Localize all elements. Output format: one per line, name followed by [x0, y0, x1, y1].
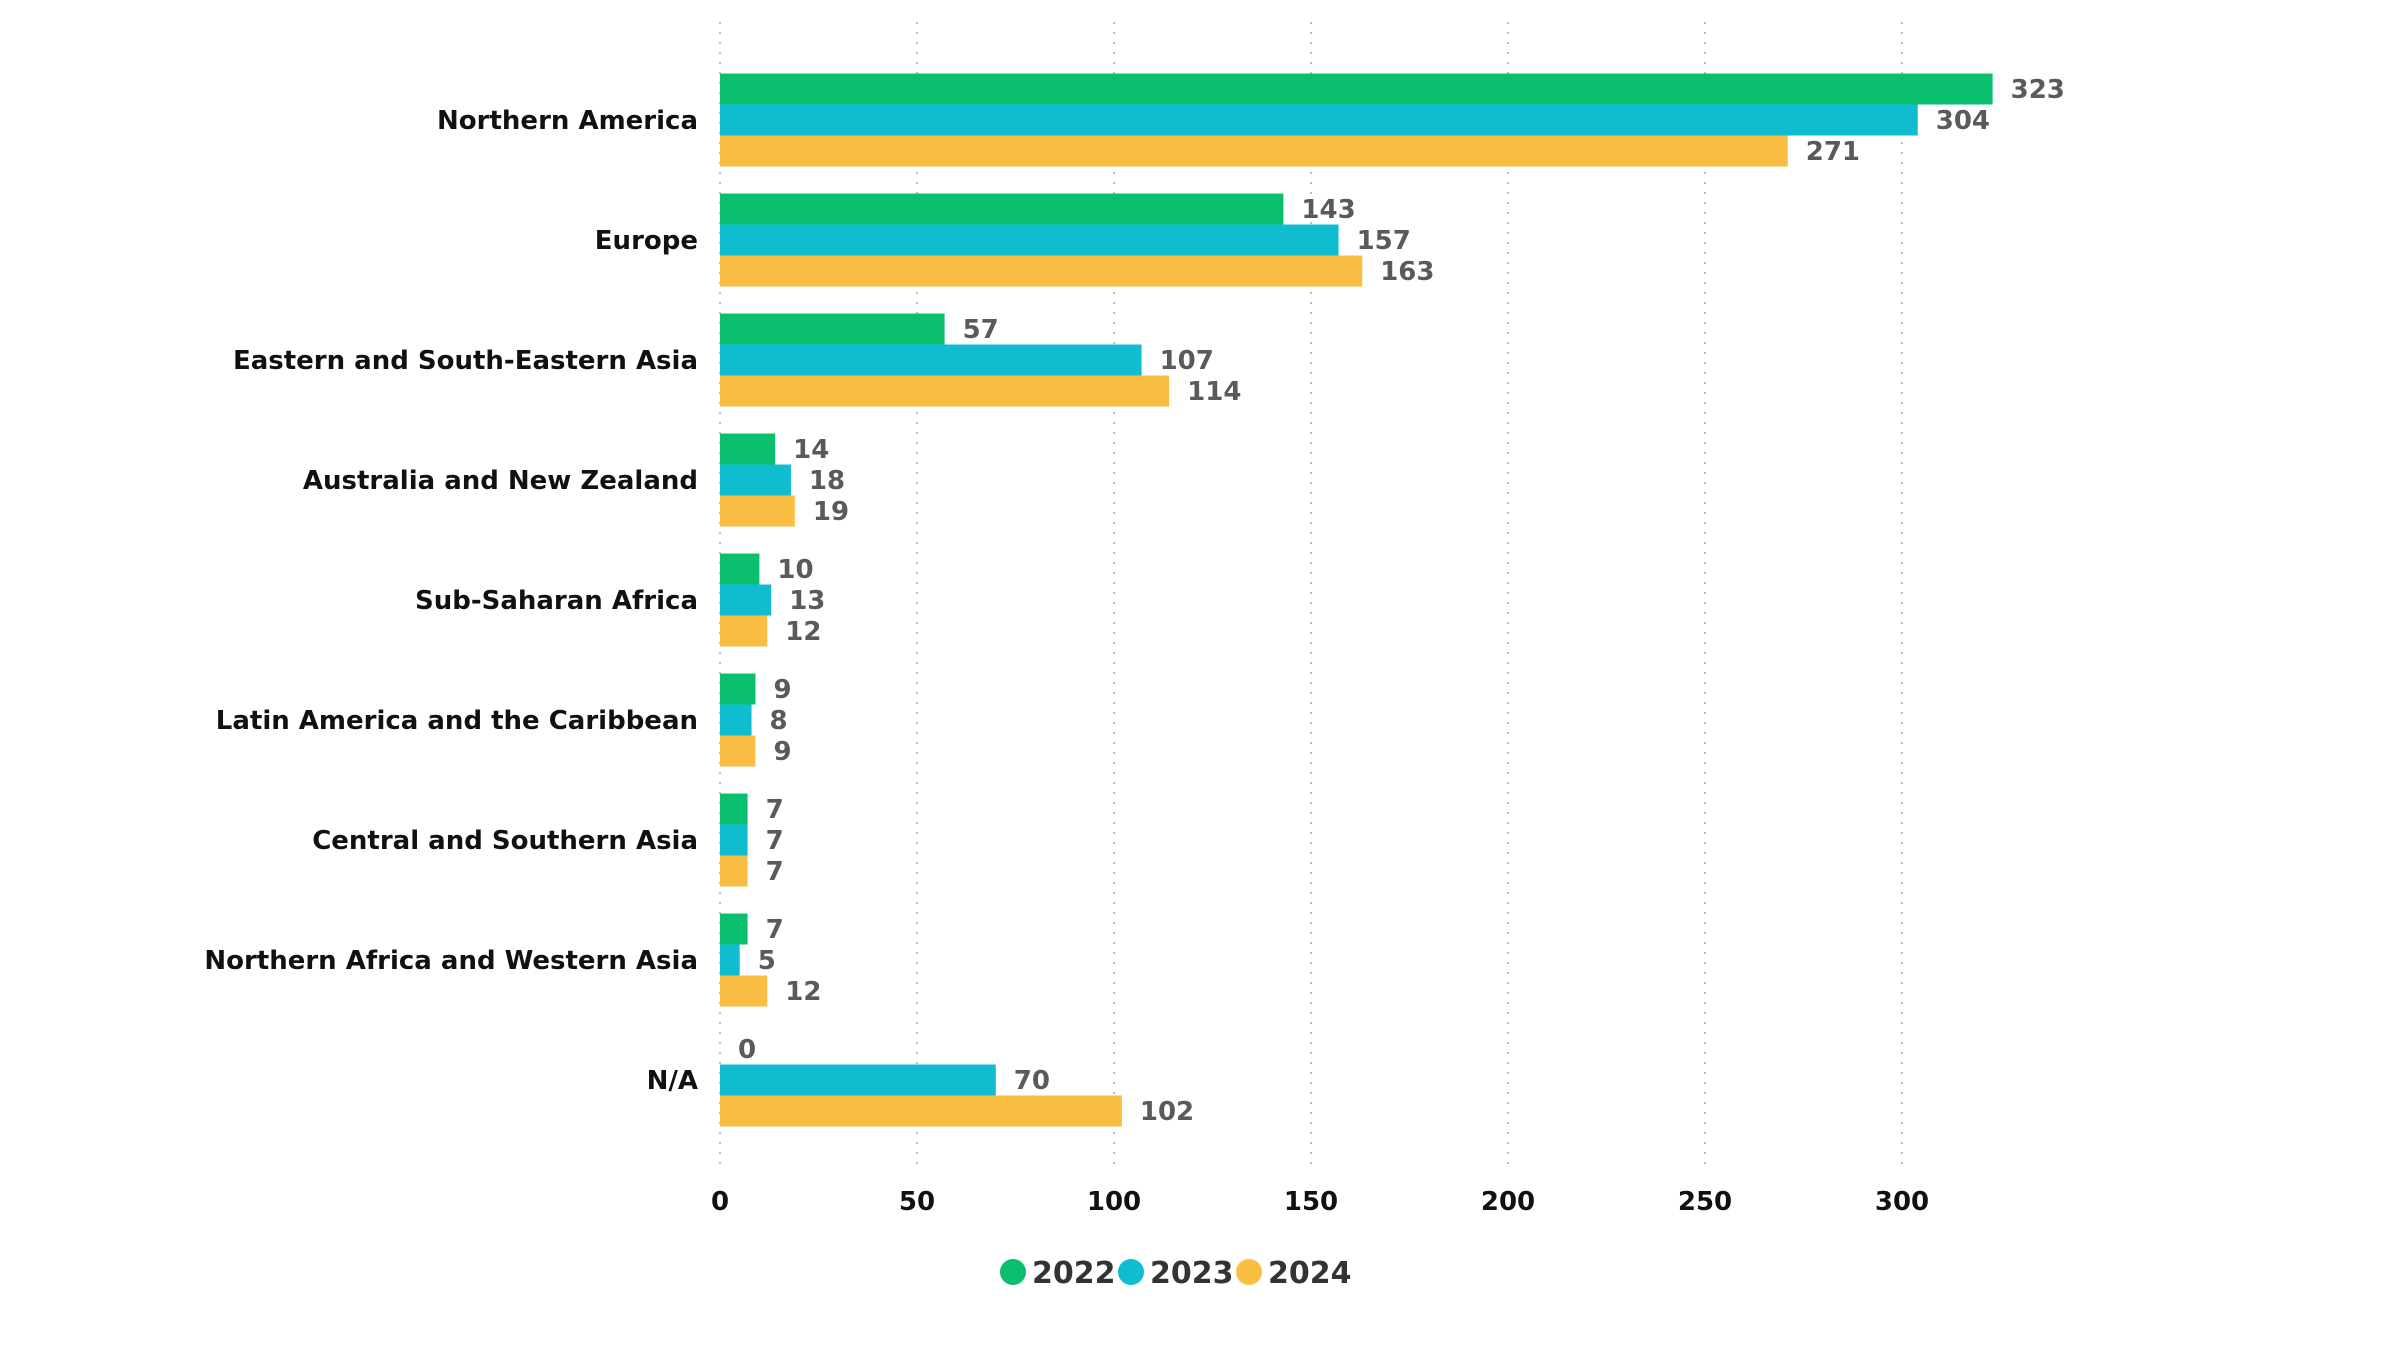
bar	[720, 255, 1363, 287]
category-label: Central and Southern Asia	[312, 826, 698, 856]
category-label: Eastern and South-Eastern Asia	[233, 346, 698, 376]
value-label: 107	[1160, 346, 1214, 376]
category-label: Sub-Saharan Africa	[415, 586, 698, 616]
bar	[720, 1095, 1122, 1127]
bar	[720, 944, 740, 976]
x-tick-label: 100	[1087, 1187, 1141, 1217]
x-tick-label: 250	[1678, 1187, 1732, 1217]
value-label: 12	[785, 977, 821, 1007]
legend-marker	[1118, 1259, 1144, 1285]
legend-label: 2024	[1268, 1256, 1352, 1291]
bar	[720, 375, 1170, 407]
bar	[720, 584, 772, 616]
x-axis-ticks: 0 50 100 150 200 250 300	[711, 1187, 1929, 1217]
category-label: N/A	[647, 1066, 698, 1096]
value-label: 114	[1187, 377, 1241, 407]
value-label: 157	[1357, 226, 1411, 256]
value-label: 0	[738, 1035, 756, 1065]
bars	[720, 73, 1993, 1127]
bar	[720, 615, 768, 647]
legend-marker	[1236, 1259, 1262, 1285]
bar	[720, 704, 752, 736]
value-label: 13	[789, 586, 825, 616]
value-label: 19	[813, 497, 849, 527]
category-label: Northern America	[437, 106, 698, 136]
bar	[720, 104, 1918, 136]
value-label: 10	[777, 555, 813, 585]
legend: 2022 2023 2024	[1000, 1256, 1352, 1291]
bar	[720, 495, 795, 527]
bar	[720, 793, 748, 825]
bar	[720, 224, 1339, 256]
gridlines	[719, 22, 1903, 1165]
value-label: 323	[2011, 75, 2065, 105]
legend-label: 2022	[1032, 1256, 1116, 1291]
value-label: 18	[809, 466, 845, 496]
value-label: 271	[1806, 137, 1860, 167]
bar	[720, 313, 945, 345]
bar	[720, 73, 1993, 105]
value-label: 5	[758, 946, 776, 976]
value-label: 70	[1014, 1066, 1050, 1096]
value-label: 9	[773, 675, 791, 705]
category-label: Europe	[595, 226, 698, 256]
value-label: 14	[793, 435, 829, 465]
category-label: Australia and New Zealand	[303, 466, 698, 496]
value-labels: 3233042711431571635710711414181910131298…	[738, 75, 2065, 1127]
bar	[720, 975, 768, 1007]
bar	[720, 824, 748, 856]
bar	[720, 673, 756, 705]
bar	[720, 855, 748, 887]
value-label: 9	[773, 737, 791, 767]
value-label: 8	[770, 706, 788, 736]
legend-label: 2023	[1150, 1256, 1234, 1291]
category-labels: Northern America Europe Eastern and South-…	[204, 106, 698, 1096]
value-label: 7	[766, 915, 784, 945]
x-tick-label: 0	[711, 1187, 729, 1217]
x-tick-label: 50	[899, 1187, 935, 1217]
x-tick-label: 150	[1284, 1187, 1338, 1217]
value-label: 163	[1380, 257, 1434, 287]
x-tick-label: 300	[1875, 1187, 1929, 1217]
value-label: 7	[766, 795, 784, 825]
value-label: 12	[785, 617, 821, 647]
category-label: Northern Africa and Western Asia	[204, 946, 698, 976]
value-label: 304	[1936, 106, 1990, 136]
value-label: 57	[963, 315, 999, 345]
bar	[720, 433, 776, 465]
value-label: 7	[766, 857, 784, 887]
bar	[720, 135, 1788, 167]
bar	[720, 193, 1284, 225]
bar	[720, 553, 760, 585]
value-label: 143	[1301, 195, 1355, 225]
legend-marker	[1000, 1259, 1026, 1285]
bar	[720, 344, 1142, 376]
x-tick-label: 200	[1481, 1187, 1535, 1217]
bar	[720, 735, 756, 767]
bar	[720, 464, 791, 496]
bar	[720, 1064, 996, 1096]
value-label: 102	[1140, 1097, 1194, 1127]
bar	[720, 913, 748, 945]
category-label: Latin America and the Caribbean	[216, 706, 698, 736]
value-label: 7	[766, 826, 784, 856]
